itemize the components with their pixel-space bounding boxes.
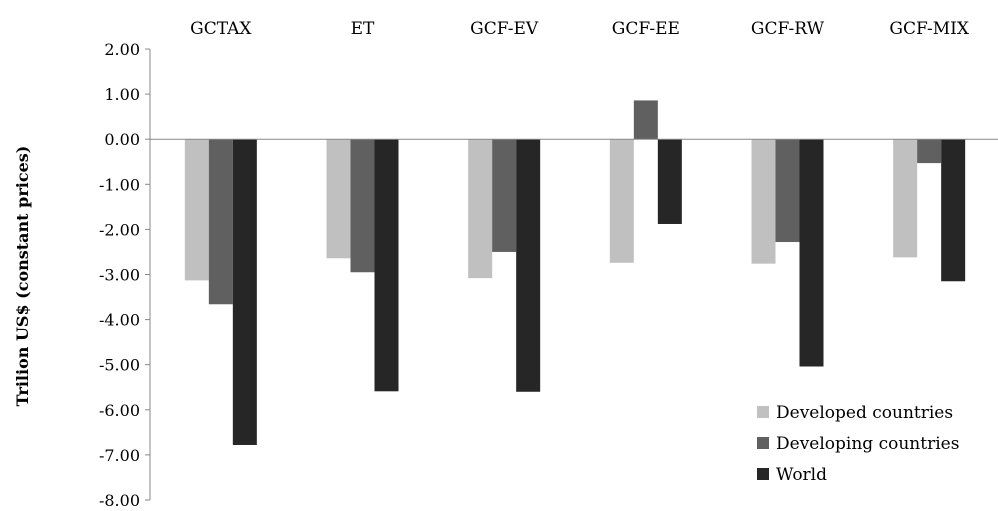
- y-axis-title: Trilion US$ (constant prices): [13, 146, 32, 407]
- y-tick-label: -7.00: [99, 446, 140, 465]
- bar-et-0: [326, 139, 351, 259]
- y-tick-label: -5.00: [99, 356, 140, 375]
- bar-gcf-ev-2: [516, 139, 541, 392]
- y-tick-label: -3.00: [99, 266, 140, 285]
- legend-label: Developing countries: [776, 434, 959, 454]
- bar-gcf-ev-1: [492, 139, 517, 252]
- y-axis-ticks: 2.00 1.00 0.00 -1.00 -2.00 -3.00 -4.00 -5.00 -6.…: [99, 40, 150, 510]
- bar-gcf-rw-2: [799, 139, 824, 367]
- y-tick-label: -2.00: [99, 220, 140, 239]
- y-tick-label: 0.00: [104, 130, 140, 149]
- bar-gcf-ev-0: [468, 139, 493, 279]
- bar-gcf-ee-1: [633, 100, 658, 140]
- legend-label: World: [776, 465, 827, 485]
- category-label: GCF-MIX: [889, 19, 969, 39]
- bar-gcf-rw-1: [775, 139, 800, 243]
- y-tick-label: 1.00: [104, 85, 140, 104]
- category-label: GCF-EV: [470, 19, 539, 39]
- category-label: GCF-EE: [612, 19, 680, 39]
- category-label: GCTAX: [190, 19, 252, 39]
- y-tick-label: 2.00: [104, 40, 140, 59]
- y-tick-label: -6.00: [99, 401, 140, 420]
- legend-swatch: [757, 437, 769, 449]
- category-label: GCF-RW: [751, 19, 825, 39]
- category-label: ET: [351, 19, 375, 39]
- bar-et-2: [374, 139, 399, 392]
- bar-gctax-0: [184, 139, 209, 281]
- y-tick-label: -8.00: [99, 491, 140, 510]
- legend-label: Developed countries: [776, 403, 953, 423]
- category-labels: GCTAX ET GCF-EV GCF-EE GCF-RW GCF-MIX: [190, 19, 970, 39]
- bar-et-1: [350, 139, 375, 273]
- bars: [184, 100, 966, 445]
- bar-gcf-rw-0: [751, 139, 776, 264]
- bar-gcf-mix-0: [893, 139, 918, 258]
- bar-gcf-ee-2: [657, 139, 682, 224]
- bar-gcf-mix-1: [917, 139, 942, 164]
- y-tick-label: -1.00: [99, 175, 140, 194]
- bar-gctax-2: [232, 139, 257, 445]
- legend: Developed countries Developing countries W…: [757, 403, 959, 485]
- legend-swatch: [757, 468, 769, 480]
- y-tick-label: -4.00: [99, 311, 140, 330]
- bar-gctax-1: [208, 139, 233, 305]
- legend-swatch: [757, 406, 769, 418]
- bar-gcf-ee-0: [609, 139, 634, 263]
- bar-gcf-mix-2: [941, 139, 966, 282]
